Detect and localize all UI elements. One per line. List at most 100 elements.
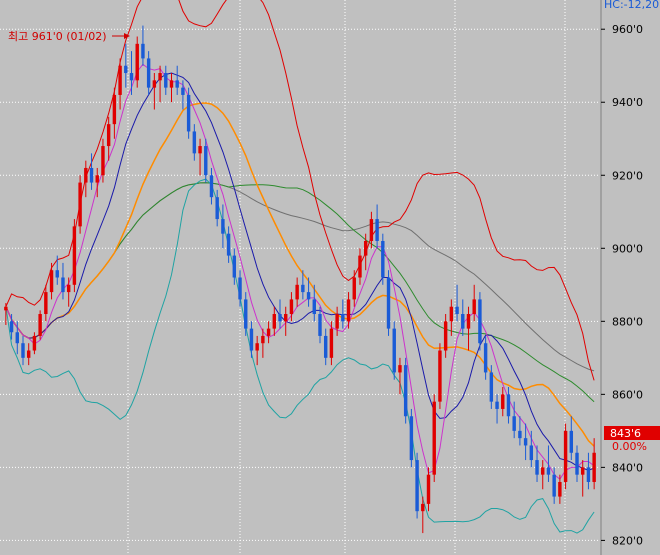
candle: [346, 292, 351, 329]
candle: [278, 299, 282, 329]
candle-body: [352, 277, 356, 300]
candle: [249, 321, 254, 358]
high-annotation: 최고 961'0 (01/02): [8, 30, 130, 43]
candle: [455, 284, 459, 322]
candle: [226, 226, 231, 263]
candle-body: [129, 73, 134, 81]
candle-body: [381, 240, 385, 278]
indicator-lines: [5, 0, 595, 534]
candle-body: [489, 372, 494, 402]
candle-body: [272, 314, 277, 329]
candle-body: [329, 328, 334, 358]
annotation-arrowhead: [124, 33, 130, 39]
candle: [381, 233, 385, 285]
candle: [32, 332, 37, 355]
y-tick-label: 960'0: [612, 23, 643, 36]
candle-body: [409, 416, 414, 461]
candle: [415, 452, 419, 519]
candle-body: [335, 314, 339, 329]
y-tick-label: 920'0: [612, 169, 643, 182]
candle: [15, 321, 19, 355]
candle-body: [529, 445, 534, 461]
candle: [461, 299, 465, 336]
candle: [369, 211, 374, 249]
candle: [152, 73, 157, 110]
candle-body: [232, 255, 237, 278]
candle: [284, 306, 288, 336]
candle: [518, 416, 522, 446]
candle-body: [512, 416, 516, 431]
candle-body: [546, 467, 551, 475]
candle-body: [198, 146, 202, 154]
y-tick-label: 860'0: [612, 388, 643, 401]
candle: [289, 292, 294, 322]
candle: [558, 474, 562, 504]
candle-body: [438, 350, 442, 402]
candle: [489, 365, 494, 409]
candle: [141, 25, 145, 66]
candle-body: [95, 175, 99, 183]
candle: [363, 233, 368, 271]
ma-mid-line: [5, 72, 595, 471]
y-tick-label: 820'0: [612, 534, 643, 547]
candle: [4, 303, 8, 325]
candle-body: [552, 474, 556, 497]
candle-body: [403, 365, 408, 417]
candle-body: [501, 394, 505, 409]
candle: [124, 43, 128, 88]
candle: [78, 175, 82, 234]
candle-body: [49, 270, 54, 293]
candle: [61, 262, 65, 300]
candle: [512, 401, 516, 439]
candle: [44, 284, 48, 322]
candle: [301, 270, 305, 300]
candle: [506, 387, 511, 424]
candle: [186, 87, 191, 139]
candle-body: [118, 65, 122, 95]
candle: [101, 138, 105, 183]
ma-orange-line: [5, 102, 595, 447]
candle-body: [346, 299, 351, 322]
candle-body: [541, 467, 545, 475]
candle: [318, 306, 322, 344]
candle-body: [466, 314, 471, 329]
candle: [575, 445, 579, 482]
candle-body: [204, 146, 208, 176]
candle-body: [44, 292, 48, 315]
candle: [84, 160, 88, 198]
candle-body: [506, 394, 511, 417]
candle-body: [26, 350, 31, 358]
candle-body: [158, 73, 162, 81]
candle-body: [135, 43, 139, 81]
candle-body: [32, 335, 37, 351]
candle-body: [175, 80, 179, 88]
candle: [478, 292, 482, 351]
candle: [352, 270, 356, 307]
candle: [375, 204, 379, 249]
candle: [169, 73, 174, 103]
candle: [312, 284, 316, 322]
candle: [204, 138, 208, 183]
candle-body: [592, 452, 596, 482]
candle: [272, 306, 277, 336]
candle-body: [398, 365, 402, 373]
candle: [135, 36, 139, 88]
candle: [432, 394, 436, 482]
candle: [341, 299, 345, 329]
candle: [398, 357, 402, 395]
candle-body: [209, 175, 214, 198]
bollinger-lower-line: [5, 178, 595, 534]
candle-body: [415, 460, 419, 512]
candle-body: [72, 226, 77, 285]
candle-body: [266, 328, 271, 336]
candle: [535, 445, 539, 482]
candle-body: [124, 65, 128, 74]
candle: [472, 284, 476, 322]
candle: [164, 65, 168, 95]
candle-body: [249, 328, 254, 351]
candle-body: [518, 430, 522, 439]
candle: [158, 65, 162, 103]
price-badge-value: 843'6: [610, 427, 641, 440]
candle: [232, 248, 237, 285]
